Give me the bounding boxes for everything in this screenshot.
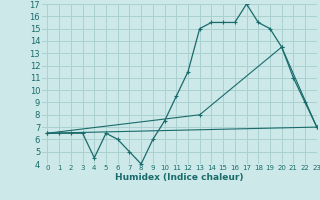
X-axis label: Humidex (Indice chaleur): Humidex (Indice chaleur) [115,173,244,182]
